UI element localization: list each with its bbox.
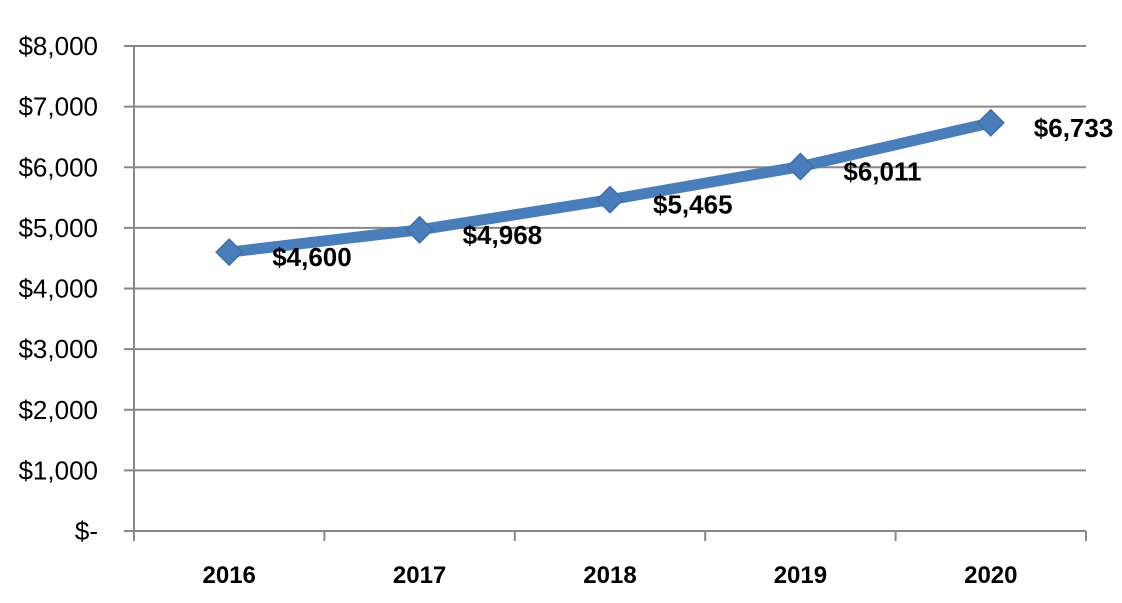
y-tick-label: $- bbox=[75, 516, 98, 546]
x-tick-label: 2016 bbox=[203, 562, 256, 589]
data-point-marker bbox=[595, 185, 625, 214]
gridlines bbox=[134, 45, 1086, 472]
x-tick-label: 2018 bbox=[583, 562, 636, 589]
y-tick-label: $5,000 bbox=[18, 213, 98, 243]
y-axis-tick-labels: $- $1,000 $2,000 $3,000 $4,000 $5,000 $6,000 $7… bbox=[18, 31, 98, 546]
data-label: $4,600 bbox=[272, 242, 352, 272]
data-point-marker bbox=[405, 215, 434, 244]
x-tick-label: 2017 bbox=[393, 562, 446, 589]
data-label: $4,968 bbox=[463, 220, 543, 250]
series bbox=[215, 108, 1005, 267]
y-tick-label: $1,000 bbox=[18, 455, 98, 485]
data-label: $5,465 bbox=[653, 190, 733, 220]
axes bbox=[124, 45, 1087, 541]
y-tick-label: $7,000 bbox=[18, 92, 98, 122]
x-axis-tick-labels: 2016 2017 2018 2019 2020 bbox=[203, 562, 1018, 589]
x-tick-label: 2020 bbox=[964, 562, 1017, 589]
data-label: $6,011 bbox=[843, 157, 921, 187]
data-labels: $4,600 $4,968 $5,465 $6,011 $6,733 bbox=[272, 113, 1113, 272]
x-tick-label: 2019 bbox=[774, 562, 827, 589]
y-tick-label: $4,000 bbox=[18, 274, 98, 304]
y-tick-label: $6,000 bbox=[18, 152, 98, 182]
data-label: $6,733 bbox=[1034, 113, 1114, 143]
data-point-marker bbox=[786, 152, 815, 181]
data-point-marker bbox=[215, 238, 244, 267]
y-tick-label: $2,000 bbox=[18, 395, 98, 425]
y-tick-label: $3,000 bbox=[18, 334, 98, 364]
data-point-marker bbox=[976, 108, 1005, 137]
y-tick-label: $8,000 bbox=[18, 31, 98, 61]
